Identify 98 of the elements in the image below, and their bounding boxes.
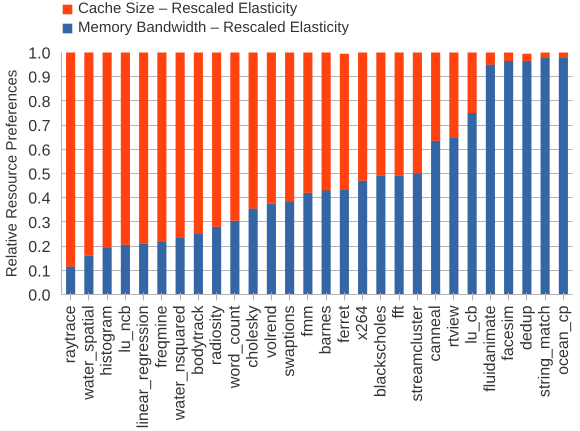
x-tick-label: water_nsquared — [172, 305, 189, 422]
bar — [230, 52, 240, 221]
bar — [84, 52, 94, 256]
y-tick-label: 0.3 — [28, 214, 51, 232]
legend-label: Memory Bandwidth – Rescaled Elasticity — [78, 19, 349, 36]
y-tick-label: 0.7 — [28, 118, 51, 136]
bar — [412, 174, 422, 294]
bar — [120, 52, 130, 245]
y-tick-label: 0.9 — [28, 70, 51, 87]
bar — [468, 52, 477, 113]
bar — [558, 52, 568, 58]
x-tick-label: freqmine — [153, 305, 170, 368]
x-tick-label: linear_regression — [135, 306, 152, 428]
x-tick-label: ferret — [336, 304, 353, 343]
y-tick-label: 0.8 — [28, 94, 51, 111]
bar — [102, 52, 112, 248]
y-tick-label: 0.6 — [28, 142, 51, 160]
bar — [176, 52, 185, 238]
bar — [340, 189, 349, 294]
bar — [102, 247, 112, 294]
bar — [248, 208, 258, 294]
x-tick-label: blackscholes — [372, 305, 390, 398]
bar — [285, 201, 294, 294]
bar — [468, 113, 477, 294]
x-tick-label: fft — [390, 304, 408, 319]
bar — [504, 52, 514, 61]
y-tick-label: 0.2 — [28, 239, 51, 256]
bar — [376, 52, 386, 176]
x-tick-label: lu_cb — [464, 305, 481, 344]
bar — [431, 140, 440, 294]
bar — [449, 52, 458, 138]
bar — [358, 52, 368, 181]
bar — [120, 244, 130, 294]
x-tick-label: fmm — [299, 305, 316, 337]
bar — [486, 64, 495, 294]
x-tick-label: ocean_cp — [554, 305, 572, 375]
bar — [394, 52, 404, 176]
bar — [230, 220, 240, 294]
y-tick-label: 0.4 — [28, 190, 51, 208]
x-tick-label: radiosity — [208, 306, 226, 366]
y-tick-label: 1.0 — [28, 46, 51, 62]
x-tick-label: string_match — [536, 306, 554, 398]
bar — [139, 244, 148, 294]
bar — [540, 57, 550, 294]
bar — [376, 176, 386, 294]
x-tick-label: barnes — [318, 306, 335, 354]
y-axis-title: Relative Resource Preferences — [3, 70, 20, 278]
x-tick-label: raytrace — [62, 305, 80, 364]
bar — [322, 52, 331, 190]
bar — [394, 176, 404, 294]
bar — [212, 226, 222, 294]
bar — [522, 54, 532, 61]
bar — [176, 238, 185, 294]
x-tick-label: streamcluster — [408, 304, 426, 402]
bar — [303, 192, 312, 294]
bar — [540, 52, 550, 58]
bar — [449, 137, 458, 294]
x-tick-label: word_count — [226, 304, 244, 390]
y-tick-label: 0.5 — [28, 166, 51, 184]
bar — [412, 52, 422, 174]
x-tick-label: volrend — [262, 305, 280, 358]
bar — [340, 54, 349, 190]
x-tick-label: x264 — [354, 305, 372, 340]
bar — [84, 256, 94, 294]
bar — [66, 52, 76, 267]
bar — [194, 234, 203, 294]
bar — [431, 52, 440, 141]
x-tick-label: rtview — [445, 305, 462, 348]
bar — [486, 52, 495, 65]
bar — [504, 60, 514, 294]
x-tick-label: fluidanimate — [482, 305, 499, 392]
bar — [194, 52, 203, 234]
bar — [248, 52, 258, 209]
x-tick-label: histogram — [98, 306, 116, 376]
legend-label: Cache Size – Rescaled Elasticity — [78, 0, 298, 17]
bar — [66, 266, 76, 294]
bar — [157, 52, 166, 242]
bar — [322, 190, 331, 294]
bar — [266, 52, 276, 204]
bar — [285, 52, 294, 202]
x-tick-label: cholesky — [244, 306, 262, 368]
y-tick-label: 0.1 — [28, 263, 51, 280]
bar — [157, 241, 166, 294]
x-tick-label: swaptions — [281, 305, 298, 377]
bar — [212, 52, 222, 227]
x-tick-label: canneal — [427, 306, 444, 362]
bar — [358, 180, 368, 294]
x-tick-label: dedup — [518, 305, 536, 350]
x-tick-label: bodytrack — [190, 304, 207, 375]
x-tick-label: water_spatial — [80, 305, 98, 401]
bar — [522, 60, 532, 294]
bar — [558, 57, 568, 294]
bar — [266, 204, 276, 294]
y-tick-label: 0.0 — [28, 288, 51, 304]
bar — [139, 52, 148, 244]
x-tick-label: facesim — [500, 306, 518, 361]
x-tick-label: lu_ncb — [116, 305, 134, 353]
bar — [303, 52, 312, 193]
